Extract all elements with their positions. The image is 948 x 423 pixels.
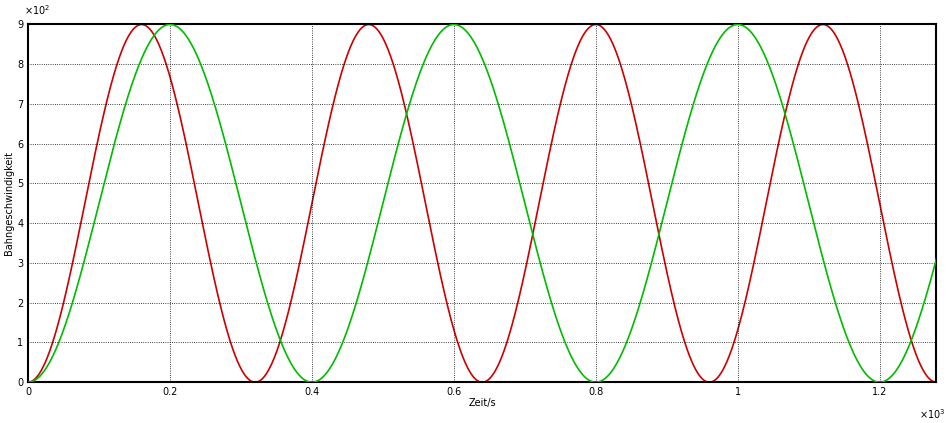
Y-axis label: Bahngeschwindigkeit: Bahngeschwindigkeit	[4, 151, 14, 255]
Text: $\times 10^2$: $\times 10^2$	[24, 3, 49, 17]
X-axis label: Zeit/s: Zeit/s	[468, 398, 496, 409]
Text: $\times 10^3$: $\times 10^3$	[920, 407, 945, 421]
